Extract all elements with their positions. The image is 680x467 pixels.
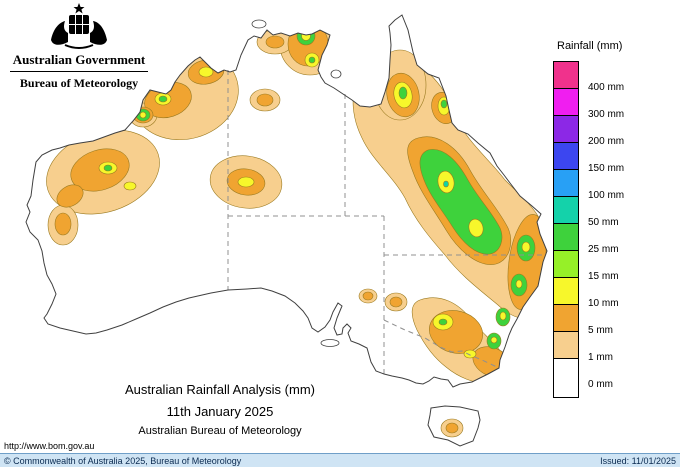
legend-swatch xyxy=(554,196,578,223)
legend-swatch xyxy=(554,358,578,385)
tasmania-outline xyxy=(427,405,481,447)
legend-label: 400 mm xyxy=(588,82,625,93)
legend-body: 400 mm 300 mm 200 mm 150 mm 100 mm 50 mm 25 mm… xyxy=(553,61,677,398)
issued-text: Issued: 11/01/2025 xyxy=(600,455,676,466)
legend-swatch xyxy=(554,115,578,142)
header: Australian Government Bureau of Meteorol… xyxy=(8,2,150,91)
legend-label: 50 mm xyxy=(588,217,619,228)
footer-bar: © Commonwealth of Australia 2025, Bureau… xyxy=(0,453,680,467)
legend-label: 25 mm xyxy=(588,244,619,255)
legend-label: 0 mm xyxy=(588,379,613,390)
state-borders xyxy=(227,70,545,374)
legend-swatch xyxy=(554,277,578,304)
legend-swatch xyxy=(554,223,578,250)
legend-swatch xyxy=(554,142,578,169)
map-title: Australian Rainfall Analysis (mm) xyxy=(124,382,315,397)
coat-of-arms-icon xyxy=(51,3,107,49)
legend-swatch xyxy=(554,62,578,88)
legend-label: 10 mm xyxy=(588,298,619,309)
bureau-title: Bureau of Meteorology xyxy=(19,76,139,90)
legend-label: 150 mm xyxy=(588,163,625,174)
legend-swatch xyxy=(554,169,578,196)
government-title: Australian Government xyxy=(12,52,146,67)
offshore-islands xyxy=(251,19,342,347)
rainfall-legend-scale xyxy=(553,61,579,398)
legend-swatch xyxy=(554,304,578,331)
legend-label: 100 mm xyxy=(588,190,625,201)
legend-swatch xyxy=(554,250,578,277)
australia-coastline xyxy=(25,14,548,388)
legend-label: 1 mm xyxy=(588,352,613,363)
legend-title: Rainfall (mm) xyxy=(557,40,623,52)
map-caption: Australian Rainfall Analysis (mm) 11th J… xyxy=(40,382,400,437)
map-source: Australian Bureau of Meteorology xyxy=(138,425,302,437)
map-date: 11th January 2025 xyxy=(166,404,274,419)
legend-label: 5 mm xyxy=(588,325,613,336)
legend-label: 15 mm xyxy=(588,271,619,282)
rainfall-legend-labels: 400 mm 300 mm 200 mm 150 mm 100 mm 50 mm 25 mm… xyxy=(588,61,624,398)
header-divider xyxy=(10,71,148,72)
copyright-text: © Commonwealth of Australia 2025, Bureau… xyxy=(4,455,242,466)
legend-label: 200 mm xyxy=(588,136,625,147)
legend-label: 300 mm xyxy=(588,109,625,120)
legend-swatch xyxy=(554,331,578,358)
legend-swatch xyxy=(554,88,578,115)
bom-url: http://www.bom.gov.au xyxy=(4,441,95,451)
rainfall-legend: Rainfall (mm) 400 mm 300 mm 200 mm 150 mm 10… xyxy=(553,40,677,398)
